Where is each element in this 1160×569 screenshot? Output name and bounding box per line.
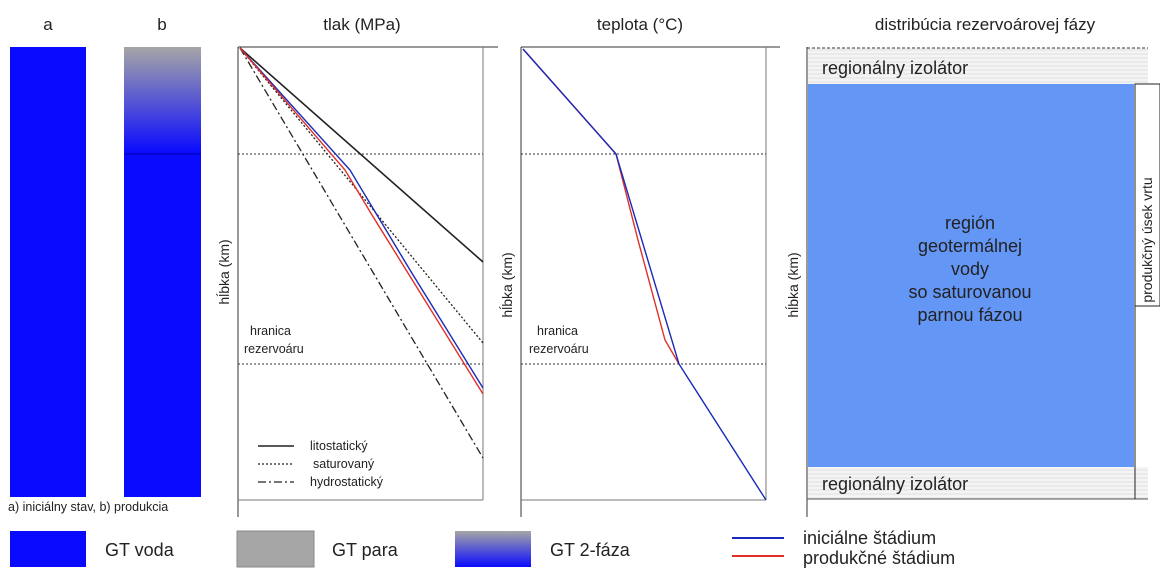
temperature-boundary-label-1: hranica — [537, 324, 578, 338]
hydrostatic-line — [239, 47, 484, 459]
legend-water-label: GT voda — [105, 540, 175, 560]
production-well-label: produkčný úsek vrtu — [1139, 177, 1155, 302]
region-label-4: so saturovanou — [908, 282, 1031, 302]
production-well-section — [1134, 83, 1160, 307]
top-insulator — [808, 48, 1148, 84]
legend-steam-swatch — [236, 530, 315, 568]
legend-water-swatch — [10, 531, 86, 567]
bottom-insulator-label: regionálny izolátor — [822, 474, 968, 494]
pressure-depth-label: hĺbka (km) — [215, 239, 232, 304]
column-a-title: a — [43, 15, 53, 34]
legend-hydro-label: hydrostatický — [310, 475, 384, 489]
temperature-production-curve — [522, 48, 680, 365]
column-a-water — [10, 47, 86, 497]
pressure-legend: litostatický saturovaný hydrostatický — [258, 439, 384, 489]
legend-steam-label: GT para — [332, 540, 399, 560]
legend-production-label: produkčné štádium — [803, 548, 955, 568]
geothermal-region — [808, 84, 1134, 467]
distribution-panel: regionálny izolátor regionálny izolátor … — [784, 47, 1160, 517]
legend-two-phase-swatch — [455, 531, 531, 567]
temperature-title: teplota (°C) — [597, 15, 683, 34]
temperature-depth-label: hĺbka (km) — [498, 252, 515, 317]
temperature-panel: hĺbka (km) hranica rezervoáru — [498, 46, 780, 517]
pressure-boundary-label-1: hranica — [250, 324, 291, 338]
region-label-2: geotermálnej — [918, 236, 1022, 256]
distribution-title: distribúcia rezervoárovej fázy — [875, 15, 1096, 34]
region-label-1: región — [945, 213, 995, 233]
bottom-legend: GT voda GT para GT 2-fáza iniciálne štád… — [10, 528, 955, 568]
pressure-production-curve — [239, 47, 484, 395]
columns-caption: a) iniciálny stav, b) produkcia — [8, 500, 168, 514]
legend-saturated-label: saturovaný — [313, 457, 375, 471]
top-insulator-label: regionálny izolátor — [822, 58, 968, 78]
saturated-line — [239, 47, 484, 344]
region-label-3: vody — [951, 259, 989, 279]
legend-initial-label: iniciálne štádium — [803, 528, 936, 548]
temperature-boundary-label-2: rezervoáru — [529, 342, 589, 356]
distribution-depth-label: hĺbka (km) — [784, 252, 801, 317]
legend-litho-label: litostatický — [310, 439, 368, 453]
column-b-water — [124, 153, 201, 497]
region-label-5: parnou fázou — [917, 305, 1022, 325]
pressure-boundary-label-2: rezervoáru — [244, 342, 304, 356]
legend-two-phase-label: GT 2-fáza — [550, 540, 631, 560]
pressure-title: tlak (MPa) — [323, 15, 400, 34]
pressure-initial-curve — [239, 47, 484, 389]
column-b-two-phase — [124, 47, 201, 153]
temperature-initial-curve — [522, 48, 767, 501]
bottom-insulator — [808, 467, 1148, 499]
pressure-panel: hĺbka (km) hranica rezervoáru litostatic… — [215, 46, 498, 517]
column-b-title: b — [157, 15, 166, 34]
lithostatic-line — [239, 47, 484, 263]
